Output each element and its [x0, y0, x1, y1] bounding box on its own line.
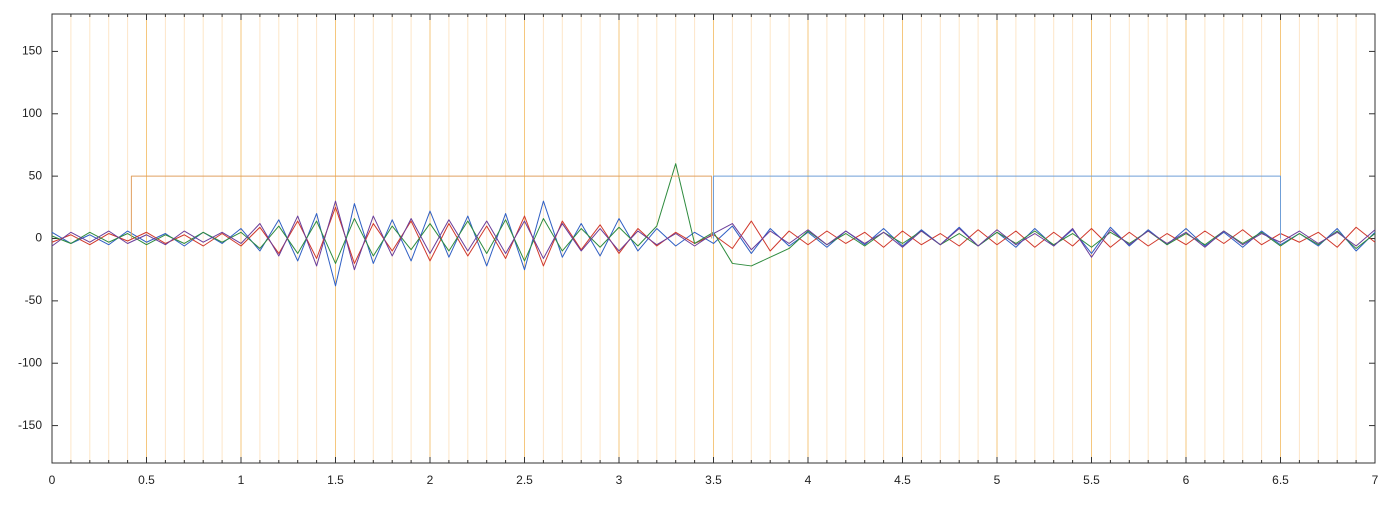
x-tick-label: 0.5 [138, 473, 155, 487]
y-tick-label: -100 [18, 355, 42, 369]
x-tick-label: 1.5 [327, 473, 344, 487]
plot-frame [51, 13, 1376, 464]
y-tick-label: -150 [18, 418, 42, 432]
x-tick-label: 2.5 [516, 473, 533, 487]
x-tick-label: 7 [1372, 473, 1379, 487]
y-tick-label: 50 [29, 168, 43, 182]
x-tick-label: 2 [427, 473, 434, 487]
trace [713, 175, 1281, 239]
y-tick-label: -50 [25, 293, 43, 307]
y-tick-label: 0 [35, 231, 42, 245]
x-tick-label: 6 [1183, 473, 1190, 487]
y-tick-label: 150 [22, 44, 42, 58]
y-tick-label: 100 [22, 106, 42, 120]
x-tick-label: 5.5 [1083, 473, 1100, 487]
x-tick-label: 4.5 [894, 473, 911, 487]
x-tick-label: 3.5 [705, 473, 722, 487]
x-tick-label: 4 [805, 473, 812, 487]
x-tick-label: 0 [49, 473, 56, 487]
x-tick-label: 3 [616, 473, 623, 487]
x-tick-label: 1 [238, 473, 245, 487]
x-tick-label: 5 [994, 473, 1001, 487]
trace [130, 175, 713, 239]
x-tick-label: 6.5 [1272, 473, 1289, 487]
